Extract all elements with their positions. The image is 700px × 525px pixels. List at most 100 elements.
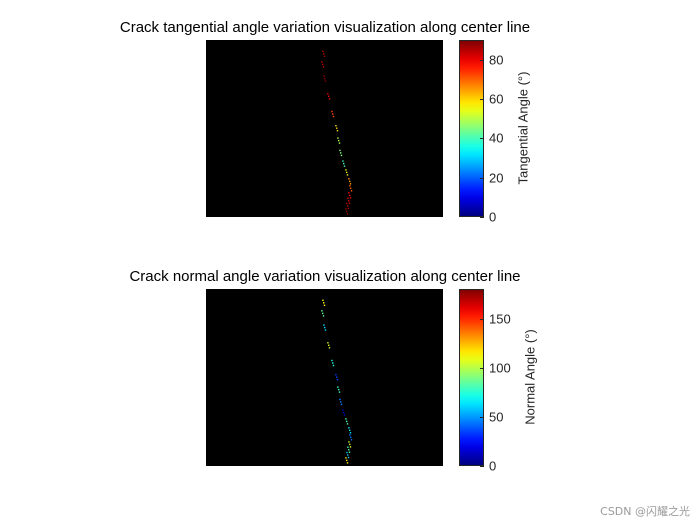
centerline-point	[349, 434, 351, 436]
colorbar-tick-label: 50	[489, 409, 504, 425]
centerline-point	[336, 130, 339, 132]
centerline-point	[349, 429, 351, 431]
colorbar	[459, 289, 484, 466]
centerline-point	[346, 423, 349, 425]
centerline-point	[322, 312, 324, 315]
centerline-point	[323, 53, 325, 55]
centerline-point	[345, 418, 347, 420]
centerline-point	[324, 329, 327, 331]
colorbar-label: Normal Angle (°)	[522, 329, 538, 425]
centerline-point	[328, 95, 330, 97]
centerline-point	[323, 324, 325, 326]
centerline-point	[342, 160, 344, 162]
colorbar-tick-mark	[480, 178, 484, 179]
centerline-point	[350, 439, 353, 441]
centerline-point	[323, 55, 326, 57]
centerline-point	[340, 152, 342, 154]
centerline-point	[345, 208, 347, 210]
centerline-point	[339, 398, 341, 401]
crack-centerline-plot	[321, 299, 353, 464]
centerline-point	[350, 187, 352, 189]
centerline-point	[338, 139, 340, 142]
centerline-point	[346, 174, 349, 176]
centerline-point	[332, 362, 334, 364]
chart-title: Crack normal angle variation visualizati…	[129, 268, 521, 285]
crack-image	[206, 40, 443, 217]
centerline-point	[340, 154, 343, 157]
centerline-point	[337, 137, 339, 139]
centerline-point	[337, 386, 339, 388]
centerline-point	[328, 98, 331, 100]
centerline-point	[336, 127, 338, 129]
colorbar-label: Tangential Angle (°)	[515, 71, 531, 185]
centerline-point	[340, 403, 343, 406]
centerline-point	[350, 436, 352, 438]
centerline-point	[332, 115, 335, 118]
centerline-point	[331, 110, 333, 113]
colorbar-tick-label: 60	[489, 91, 504, 107]
centerline-point	[349, 183, 352, 185]
centerline-point	[335, 125, 337, 127]
colorbar-tick-mark	[480, 217, 484, 218]
centerline-point	[348, 441, 350, 443]
centerline-point	[332, 364, 335, 367]
centerline-point	[332, 113, 334, 115]
centerline-point	[338, 391, 341, 393]
centerline-point	[346, 420, 348, 423]
centerline-point	[343, 411, 345, 414]
centerline-point	[346, 451, 348, 454]
centerline-point	[349, 197, 352, 199]
colorbar-tick-label: 20	[489, 170, 504, 186]
crack-image	[206, 289, 443, 466]
centerline-point	[348, 451, 351, 453]
centerline-point	[349, 194, 351, 197]
centerline-point	[346, 202, 348, 205]
colorbar-tick-label: 40	[489, 130, 504, 146]
colorbar-tick-mark	[480, 466, 484, 467]
centerline-point	[324, 77, 326, 80]
centerline-point	[346, 171, 348, 174]
centerline-point	[338, 142, 341, 144]
centerline-point	[321, 61, 323, 63]
colorbar-tick-mark	[480, 99, 484, 100]
centerline-point	[322, 66, 325, 68]
centerline-point	[349, 185, 351, 187]
centerline-point	[350, 190, 353, 192]
centerline-point	[347, 207, 350, 210]
centerline-point	[349, 443, 351, 446]
centerline-point	[346, 462, 349, 464]
watermark: CSDN @闪耀之光	[600, 505, 690, 518]
centerline-point	[335, 374, 337, 376]
centerline-point	[349, 446, 352, 448]
colorbar-tick-label: 0	[489, 209, 497, 225]
centerline-point	[323, 302, 325, 304]
centerline-point	[347, 205, 349, 207]
centerline-point	[349, 180, 351, 182]
centerline-point	[327, 342, 329, 344]
colorbar	[459, 40, 484, 217]
centerline-point	[322, 63, 324, 66]
centerline-point	[346, 459, 348, 462]
centerline-point	[331, 359, 333, 362]
centerline-point	[348, 200, 350, 202]
colorbar-tick-label: 0	[489, 458, 497, 474]
centerline-point	[343, 162, 345, 165]
centerline-point	[336, 379, 339, 381]
centerline-point	[322, 50, 324, 52]
centerline-point	[340, 401, 342, 403]
centerline-point	[323, 75, 325, 77]
colorbar-tick-label: 80	[489, 52, 504, 68]
centerline-point	[348, 178, 350, 180]
centerline-point	[347, 197, 349, 199]
colorbar-tick-mark	[480, 368, 484, 369]
chart-title: Crack tangential angle variation visuali…	[119, 19, 531, 36]
centerline-point	[348, 449, 350, 451]
centerline-point	[347, 446, 349, 448]
centerline-point	[343, 165, 346, 167]
centerline-point	[322, 299, 324, 301]
centerline-point	[346, 210, 348, 213]
centerline-point	[339, 149, 341, 152]
centerline-point	[328, 347, 331, 349]
centerline-point	[322, 315, 325, 317]
centerline-point	[323, 304, 326, 306]
